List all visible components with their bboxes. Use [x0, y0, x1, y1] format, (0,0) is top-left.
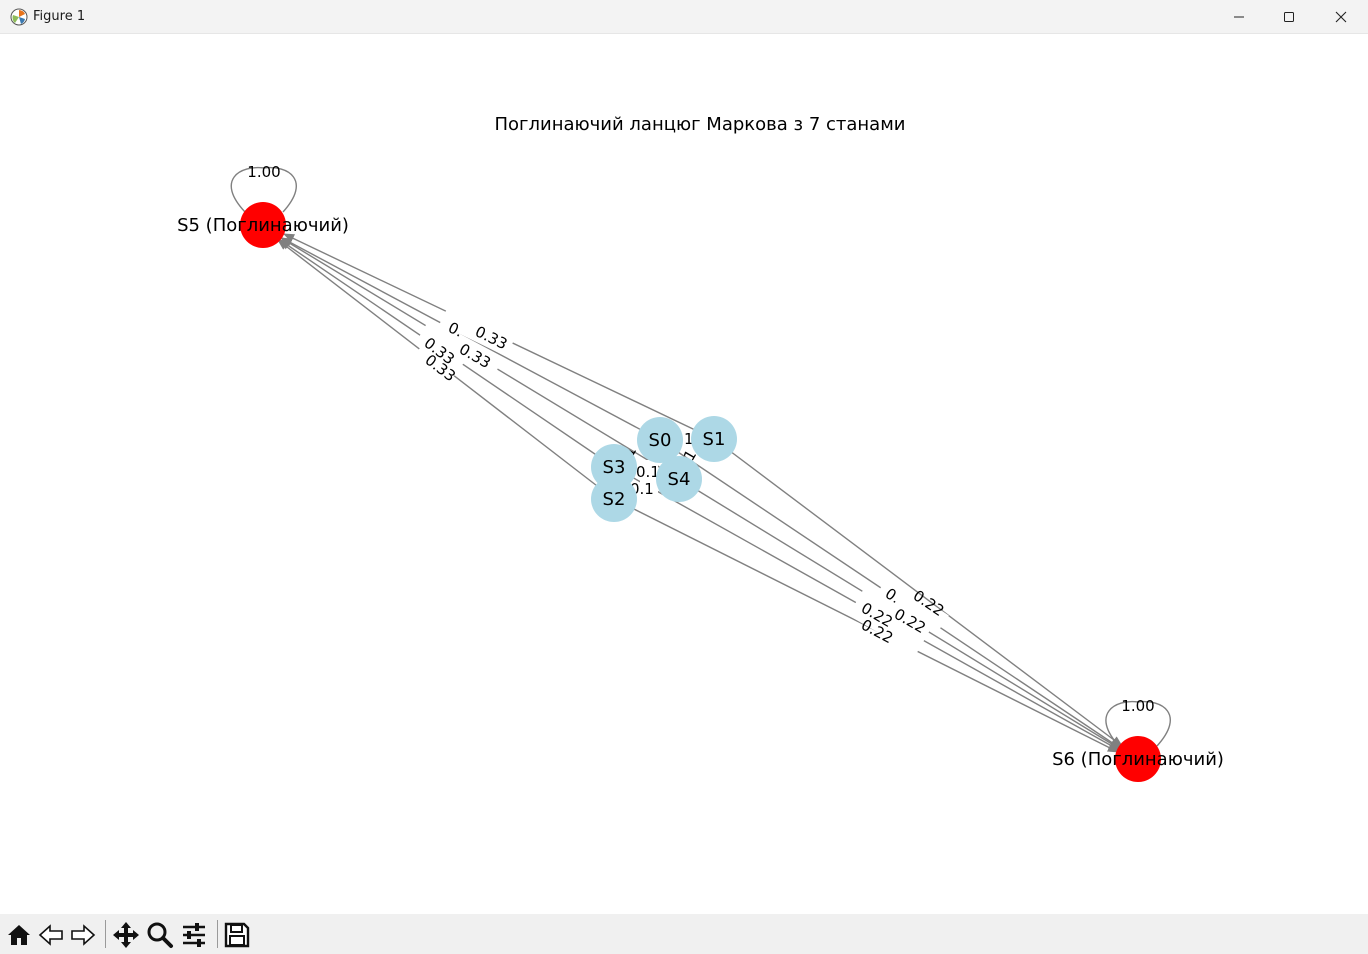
pan-button[interactable]: [111, 920, 141, 950]
node-label-s6: S6 (Поглинаючий): [1052, 749, 1224, 770]
maximize-button[interactable]: [1264, 0, 1314, 33]
zoom-icon: [147, 922, 173, 948]
node-label-s3: S3: [603, 457, 626, 478]
node-labels: S0 S1 S2 S3 S4 S5 (Поглинаючий) S6 (Погл…: [177, 215, 1224, 770]
edge-labels-s6: 0. 0.22 0.22 0.22 0.22: [848, 575, 949, 655]
edge-label-bg: [876, 575, 949, 634]
node-label-s1: S1: [703, 429, 726, 450]
edge-labels-s5: 0. 0.33 0.33 0.33 0.33: [414, 306, 515, 385]
home-icon: [8, 925, 30, 945]
node-s1: [691, 416, 737, 462]
toolbar-separator: [105, 920, 106, 948]
node-s6: [1115, 736, 1161, 782]
node-s5: [240, 202, 286, 248]
back-button[interactable]: [36, 920, 66, 950]
node-label-s5: S5 (Поглинаючий): [177, 215, 349, 236]
configure-subplots-button[interactable]: [179, 920, 209, 950]
node-s3: [591, 444, 637, 490]
edge-s1-s6: [713, 438, 1123, 747]
save-button[interactable]: [222, 920, 252, 950]
matplotlib-app-icon: [10, 8, 28, 26]
edge-label: 1: [684, 430, 694, 448]
window-titlebar: Figure 1: [0, 0, 1368, 34]
edge-label-bg: [848, 585, 933, 655]
node-s2: [591, 476, 637, 522]
node-label-s2: S2: [603, 489, 626, 510]
edge-label: 0.1: [636, 463, 660, 481]
configure-subplots-icon: [183, 923, 205, 947]
maximize-icon: [1284, 11, 1294, 22]
forward-button[interactable]: [68, 920, 98, 950]
node-label-s0: S0: [649, 430, 672, 451]
self-loop-s6: [1105, 700, 1171, 747]
self-loop-label-s5: 1.00: [247, 163, 280, 181]
edge-label-bg: [418, 320, 502, 380]
pan-icon: [113, 922, 139, 948]
close-icon: [1335, 11, 1347, 22]
figure-canvas[interactable]: Поглинаючий ланцюг Маркова з 7 станами 0…: [0, 34, 1368, 914]
minimize-icon: [1234, 16, 1244, 17]
back-icon: [38, 924, 63, 946]
close-button[interactable]: [1316, 0, 1366, 33]
self-loop-s5: [230, 166, 297, 213]
zoom-button[interactable]: [145, 920, 175, 950]
window-title: Figure 1: [33, 9, 86, 24]
navigation-toolbar: [0, 914, 1368, 954]
edge-label-bg: [439, 306, 515, 357]
edge-label-bg: [640, 460, 658, 494]
toolbar-separator: [217, 920, 218, 948]
node-s4: [656, 456, 702, 502]
home-button[interactable]: [4, 920, 34, 950]
self-loop-label-s6: 1.00: [1121, 697, 1154, 715]
markov-chain-graph: Поглинаючий ланцюг Маркова з 7 станами 0…: [177, 114, 1224, 782]
node-s0: [637, 417, 683, 463]
forward-icon: [71, 924, 96, 946]
save-icon: [224, 922, 250, 948]
figure-title: Поглинаючий ланцюг Маркова з 7 станами: [495, 114, 906, 135]
edge-label-bg: [414, 334, 466, 382]
minimize-button[interactable]: [1214, 0, 1264, 33]
node-label-s4: S4: [668, 469, 691, 490]
